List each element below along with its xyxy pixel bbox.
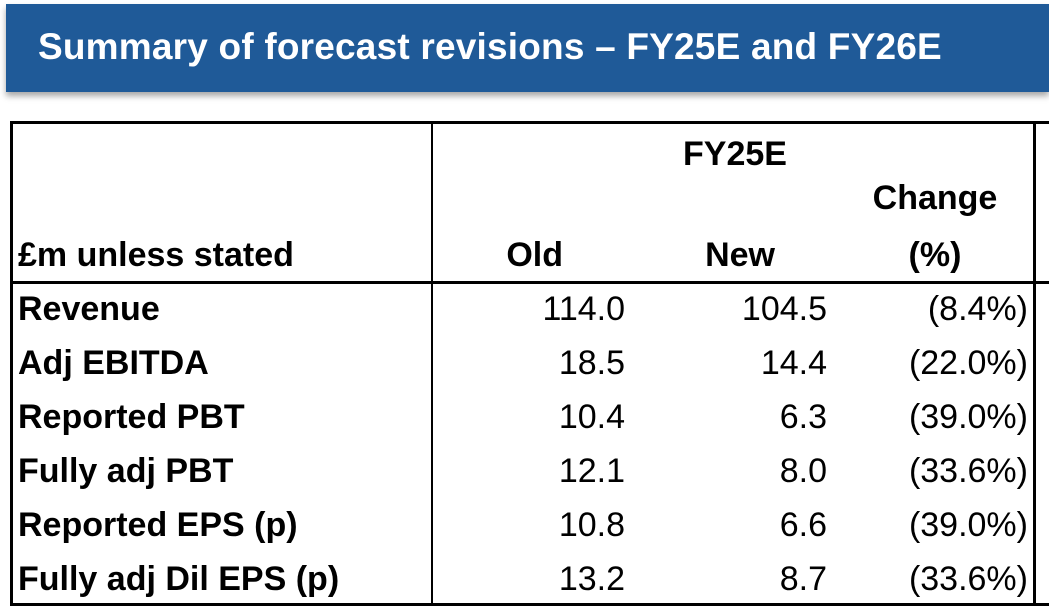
- cell-change: (39.0%): [908, 398, 1028, 436]
- row-label-fully-adj-dil-eps: Fully adj Dil EPS (p): [18, 560, 340, 598]
- cell-new: 6.3: [779, 398, 827, 436]
- row-label-reported-eps: Reported EPS (p): [18, 506, 298, 544]
- period-header: FY25E: [683, 135, 787, 173]
- cell-new: 6.6: [779, 506, 827, 544]
- cell-old: 10.8: [558, 506, 625, 544]
- cell-new: 8.0: [779, 452, 827, 490]
- title-banner: Summary of forecast revisions – FY25E an…: [6, 4, 1049, 92]
- table-border-top: [10, 121, 1049, 124]
- table-header-rule: [10, 281, 1049, 284]
- row-label-revenue: Revenue: [18, 290, 160, 328]
- cell-change: (8.4%): [927, 290, 1028, 328]
- row-label-reported-pbt: Reported PBT: [18, 398, 245, 436]
- cell-old: 13.2: [558, 560, 625, 598]
- cell-new: 104.5: [741, 290, 827, 328]
- cell-old: 114.0: [542, 290, 625, 328]
- col-header-old: Old: [506, 236, 563, 274]
- cell-old: 18.5: [558, 344, 625, 382]
- units-header: £m unless stated: [18, 236, 294, 274]
- row-label-fully-adj-pbt: Fully adj PBT: [18, 452, 234, 490]
- table-divider-fy25e-group: [1033, 121, 1036, 606]
- cell-change: (22.0%): [908, 344, 1028, 382]
- col-header-new: New: [705, 236, 775, 274]
- col-header-change: Change: [872, 179, 998, 217]
- cell-old: 10.4: [558, 398, 625, 436]
- cell-old: 12.1: [558, 452, 625, 490]
- cell-change: (33.6%): [908, 452, 1028, 490]
- cell-new: 14.4: [760, 344, 827, 382]
- col-header-change-unit: (%): [908, 236, 962, 274]
- cell-new: 8.7: [779, 560, 827, 598]
- table-border-bottom: [10, 603, 1049, 606]
- table-divider-label-column: [431, 121, 433, 606]
- page-title: Summary of forecast revisions – FY25E an…: [38, 26, 942, 67]
- row-label-adj-ebitda: Adj EBITDA: [18, 344, 209, 382]
- cell-change: (39.0%): [908, 506, 1028, 544]
- table-border-left: [10, 121, 13, 606]
- cell-change: (33.6%): [908, 560, 1028, 598]
